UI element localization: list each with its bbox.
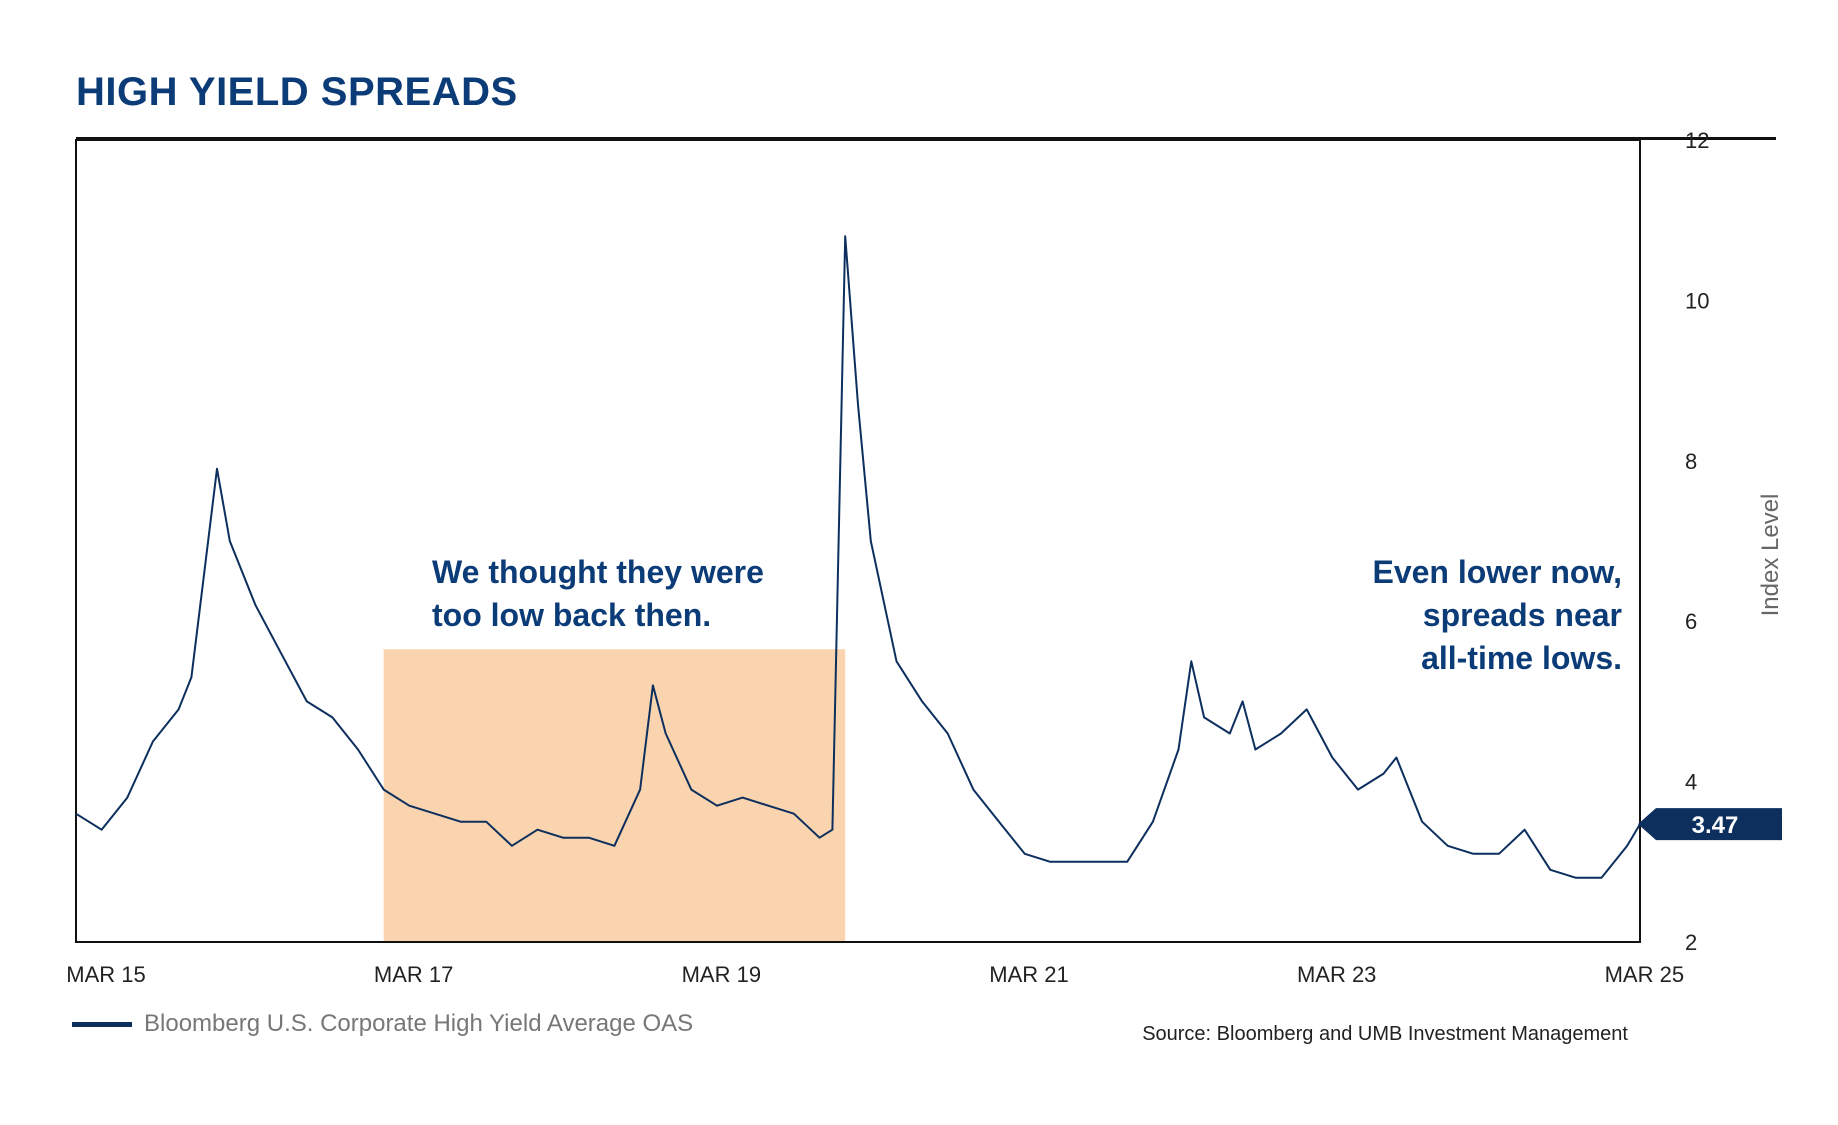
y-tick-label: 6: [1685, 609, 1697, 634]
x-tick-label: MAR 15: [66, 962, 145, 987]
annotation-past: We thought they were too low back then.: [432, 554, 764, 633]
legend-swatch: [72, 1021, 132, 1027]
annotation-line: spreads near: [1423, 597, 1622, 633]
y-tick-label: 2: [1685, 930, 1697, 955]
current-value-badge-shape: [1638, 808, 1782, 841]
highlight-region: [383, 649, 846, 942]
annotation-line: too low back then.: [432, 597, 711, 633]
current-value-label: 3.47: [1692, 812, 1739, 839]
x-tick-label: MAR 21: [989, 962, 1068, 987]
current-value-badge: 3.47: [1638, 808, 1782, 841]
x-tick-label: MAR 23: [1297, 962, 1376, 987]
annotation-line: all-time lows.: [1421, 640, 1622, 676]
x-axis-ticks: MAR 15 MAR 17 MAR 19 MAR 21 MAR 23 MAR 25: [66, 962, 1684, 987]
chart-title: HIGH YIELD SPREADS: [76, 70, 518, 114]
legend: Bloomberg U.S. Corporate High Yield Aver…: [72, 1010, 693, 1038]
y-axis-label: Index Level: [1757, 494, 1784, 617]
annotation-line: Even lower now,: [1372, 554, 1622, 590]
y-tick-label: 4: [1685, 770, 1697, 795]
annotation-line: We thought they were: [432, 554, 764, 590]
series-line: [75, 235, 1641, 879]
plot-frame: [75, 139, 1641, 943]
source-note: Source: Bloomberg and UMB Investment Man…: [1142, 1023, 1628, 1045]
y-tick-label: 12: [1685, 128, 1709, 153]
top-rule: [76, 137, 1776, 140]
annotation-now: Even lower now, spreads near all-time lows…: [1372, 554, 1622, 676]
x-tick-label: MAR 19: [682, 962, 761, 987]
y-tick-label: 10: [1685, 288, 1709, 313]
y-axis-ticks: 12 10 8 6 4 2: [1685, 128, 1709, 955]
x-tick-label: MAR 25: [1605, 962, 1684, 987]
x-tick-label: MAR 17: [374, 962, 453, 987]
legend-label: Bloomberg U.S. Corporate High Yield Aver…: [144, 1010, 694, 1037]
y-tick-label: 8: [1685, 449, 1697, 474]
